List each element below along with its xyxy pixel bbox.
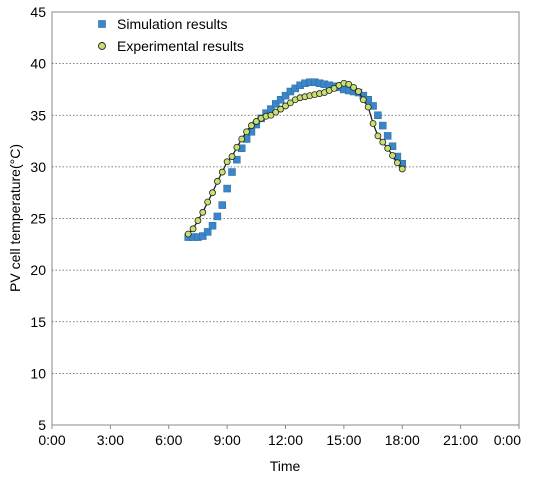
data-point	[277, 105, 285, 113]
legend-experimental-marker	[98, 42, 106, 50]
data-point	[218, 201, 227, 209]
data-point	[393, 159, 401, 167]
data-point	[389, 152, 396, 159]
data-point	[384, 144, 392, 152]
y-tick-label: 30	[30, 159, 46, 175]
data-point	[379, 121, 387, 130]
data-point	[208, 221, 217, 230]
data-point	[267, 111, 275, 119]
y-axis-title: PV cell temperature(°C)	[7, 144, 23, 292]
data-point	[199, 208, 207, 216]
x-tick-label: 3:00	[97, 432, 124, 448]
y-tick-label: 20	[30, 262, 46, 278]
data-point	[218, 168, 226, 176]
data-point	[238, 135, 246, 143]
data-point	[233, 143, 241, 151]
data-point	[228, 168, 236, 176]
data-point	[204, 198, 212, 206]
legend: Simulation results Experimental results	[98, 16, 244, 54]
legend-simulation-marker	[98, 20, 106, 28]
data-point	[248, 122, 255, 129]
data-point	[272, 100, 280, 108]
y-tick-label: 5	[38, 417, 46, 433]
data-point	[189, 225, 197, 233]
data-point	[213, 177, 221, 185]
x-axis-title: Time	[270, 458, 301, 474]
x-tick-label: 0:00	[494, 432, 521, 448]
data-point	[345, 80, 353, 88]
data-point	[223, 184, 231, 193]
data-point	[203, 228, 212, 236]
data-point	[286, 99, 294, 107]
x-tick-label: 18:00	[385, 432, 420, 448]
data-point	[364, 103, 372, 111]
x-tick-label: 9:00	[214, 432, 241, 448]
data-point	[194, 217, 202, 224]
data-point	[330, 85, 338, 92]
legend-experimental-label: Experimental results	[117, 38, 244, 54]
data-point	[199, 232, 207, 240]
y-tick-label: 35	[30, 107, 46, 123]
y-tick-label: 15	[30, 314, 46, 330]
x-tick-label: 0:00	[38, 432, 65, 448]
data-point	[228, 153, 236, 160]
data-point	[223, 158, 231, 166]
series-experimental	[184, 79, 406, 238]
data-point	[355, 88, 362, 95]
data-point	[374, 111, 382, 119]
data-point	[209, 189, 216, 197]
data-point	[252, 118, 260, 125]
grid-lines	[52, 63, 519, 374]
y-axis-ticks: 5 10 15 20 25 30 35 40 45	[30, 4, 46, 433]
y-tick-label: 10	[30, 365, 46, 381]
data-point	[359, 96, 367, 104]
x-tick-label: 12:00	[268, 432, 303, 448]
data-point	[398, 165, 406, 173]
data-point	[379, 138, 387, 146]
data-point	[350, 83, 358, 91]
x-tick-label: 6:00	[155, 432, 182, 448]
y-tick-label: 25	[30, 211, 46, 227]
x-tick-label: 15:00	[326, 432, 361, 448]
data-point	[184, 230, 192, 238]
data-point	[383, 132, 392, 140]
legend-simulation-label: Simulation results	[117, 16, 228, 32]
data-point	[281, 91, 290, 100]
x-axis-ticks: 0:00 3:00 6:00 9:00 12:00 15:00 18:00 21:00 0:00	[38, 425, 521, 448]
data-point	[369, 120, 377, 127]
data-point	[272, 108, 280, 116]
y-tick-label: 40	[30, 56, 46, 72]
series-layer	[184, 78, 406, 241]
data-point	[282, 102, 289, 110]
data-point	[243, 128, 250, 136]
data-point	[374, 132, 382, 140]
data-point	[276, 96, 285, 104]
x-tick-label: 21:00	[443, 432, 478, 448]
data-point	[213, 212, 222, 221]
y-tick-label: 45	[30, 4, 46, 20]
